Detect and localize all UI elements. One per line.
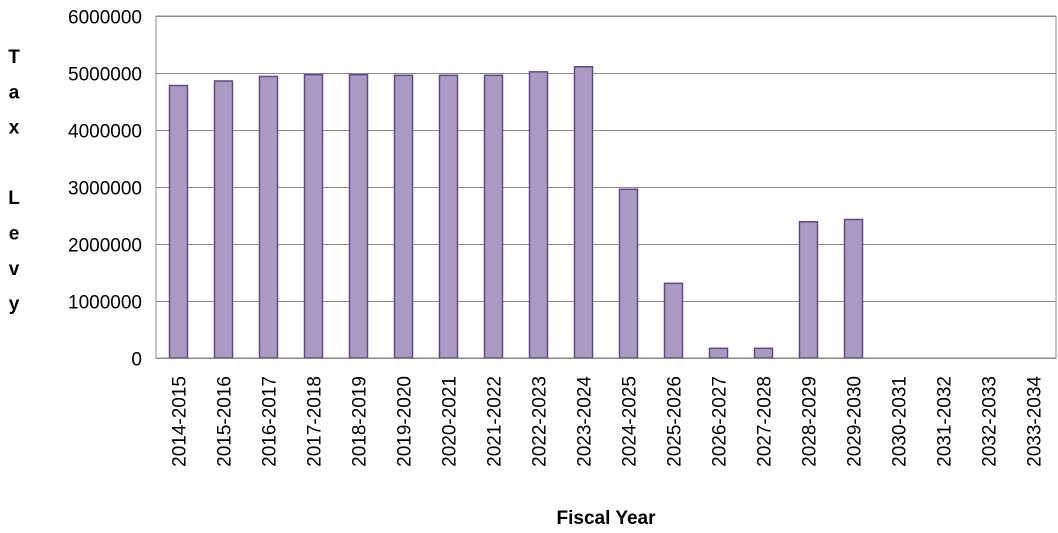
x-tick-label: 2025-2026: [665, 376, 686, 467]
bar-2022-2023: [528, 71, 549, 359]
x-tick-label: 2020-2021: [440, 376, 461, 467]
x-tick-label: 2024-2025: [620, 376, 641, 467]
y-tick-label: 0: [131, 350, 142, 371]
bar-2017-2018: [303, 73, 324, 359]
bar-2029-2030: [843, 218, 864, 359]
gridlines: [155, 15, 1057, 359]
bar-2027-2028: [753, 347, 774, 359]
x-tick-label: 2028-2029: [800, 376, 821, 467]
y-tick-label: 4000000: [68, 122, 142, 143]
bar-2020-2021: [438, 74, 459, 359]
bar-2014-2015: [168, 84, 189, 359]
y-axis-title-letter: e: [9, 224, 20, 245]
y-axis-title-letter: T: [8, 47, 20, 68]
bar-2028-2029: [798, 221, 819, 359]
x-tick-label: 2017-2018: [305, 376, 326, 467]
x-tick-label: 2022-2023: [530, 376, 551, 467]
x-tick-label: 2027-2028: [755, 376, 776, 467]
y-axis-title-letter: v: [9, 259, 20, 280]
x-tick-label: 2016-2017: [260, 376, 281, 467]
bar-2015-2016: [213, 80, 234, 359]
bar-2024-2025: [618, 188, 639, 359]
bar-2019-2020: [393, 74, 414, 359]
axes: 0 1000000 2000000 3000000 4000000 5000000 6000…: [68, 8, 1056, 467]
y-tick-label: 6000000: [68, 8, 142, 29]
y-tick-label: 3000000: [68, 179, 142, 200]
bar-2025-2026: [663, 282, 684, 359]
x-tick-label: 2032-2033: [980, 376, 1001, 467]
y-axis-title-letter: x: [9, 118, 20, 139]
x-tick-label: 2026-2027: [710, 376, 731, 467]
x-tick-label: 2019-2020: [395, 376, 416, 467]
bars: [168, 65, 864, 359]
bar-2023-2024: [573, 65, 594, 359]
bar-2021-2022: [483, 74, 504, 359]
y-tick-label: 5000000: [68, 65, 142, 86]
x-tick-label: 2033-2034: [1025, 376, 1046, 467]
bar-2026-2027: [708, 347, 729, 359]
y-axis-title-letter: L: [8, 188, 20, 209]
bar-2018-2019: [348, 73, 369, 359]
x-tick-label: 2015-2016: [215, 376, 236, 467]
x-tick-label: 2023-2024: [575, 376, 596, 467]
y-tick-label: 2000000: [68, 236, 142, 257]
x-tick-label: 2021-2022: [485, 376, 506, 467]
y-axis-title-letter: y: [9, 294, 20, 315]
x-tick-label: 2029-2030: [845, 376, 866, 467]
x-tick-label: 2030-2031: [890, 376, 911, 467]
bar-2016-2017: [258, 75, 279, 359]
x-tick-label: 2018-2019: [350, 376, 371, 467]
y-tick-label: 1000000: [68, 293, 142, 314]
x-tick-label: 2014-2015: [170, 376, 191, 467]
x-axis-title: Fiscal Year: [557, 508, 657, 529]
y-axis-title-letter: a: [9, 82, 20, 103]
x-tick-label: 2031-2032: [935, 376, 956, 467]
